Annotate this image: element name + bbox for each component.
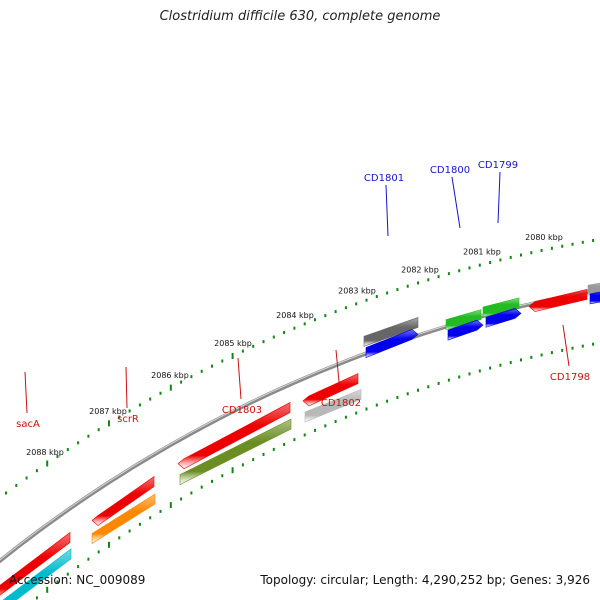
gene-leader-line xyxy=(497,171,501,224)
kbp-label: 2087 kbp xyxy=(89,407,127,416)
gene-label: CD1800 xyxy=(430,165,470,176)
forward-strand-feature xyxy=(587,282,600,296)
kbp-label: 2086 kbp xyxy=(151,371,189,380)
genome-backbone-highlight xyxy=(0,288,600,561)
genome-stats-text: Topology: circular; Length: 4,290,252 bp… xyxy=(260,573,590,587)
gene-label: CD1799 xyxy=(478,160,518,171)
gene-leader-line xyxy=(125,366,128,409)
kbp-label: 2082 kbp xyxy=(401,265,439,274)
gene-leader-line xyxy=(385,184,389,237)
gene-label: scrR xyxy=(117,414,139,425)
reverse-strand-feature xyxy=(2,548,72,600)
reverse-strand-feature xyxy=(177,402,291,470)
gene-label: CD1802 xyxy=(321,398,361,409)
gene-label: CD1803 xyxy=(222,405,262,416)
forward-strand-feature xyxy=(589,291,600,305)
gene-leader-line xyxy=(24,371,28,414)
forward-strand-feature xyxy=(445,309,482,331)
genome-backbone xyxy=(0,287,600,564)
reverse-strand-feature xyxy=(528,289,588,312)
forward-strand-feature xyxy=(485,308,522,328)
gene-label: sacA xyxy=(16,419,40,430)
kbp-label: 2084 kbp xyxy=(276,311,314,320)
forward-strand-feature xyxy=(482,297,520,318)
reverse-strand-feature xyxy=(302,373,359,407)
reverse-strand-feature xyxy=(91,493,156,545)
gene-leader-line xyxy=(562,324,570,367)
gene-leader-line xyxy=(237,357,242,400)
kbp-label: 2081 kbp xyxy=(463,248,501,257)
accession-text: Accession: NC_009089 xyxy=(9,573,146,587)
reverse-strand-feature xyxy=(91,476,155,526)
forward-strand-feature xyxy=(447,319,484,341)
kbp-label: 2085 kbp xyxy=(214,339,252,348)
gene-leader-line xyxy=(335,349,341,393)
reverse-strand-feature xyxy=(179,418,292,486)
kbp-label: 2083 kbp xyxy=(338,287,376,296)
forward-strand-feature xyxy=(363,316,419,347)
reverse-strand-feature xyxy=(304,388,362,423)
map-title: Clostridium difficile 630, complete geno… xyxy=(159,9,441,24)
forward-strand-feature xyxy=(365,329,419,359)
gene-leader-line xyxy=(451,176,461,229)
gene-label: CD1801 xyxy=(364,173,404,184)
reverse-strand-feature xyxy=(0,531,71,596)
kbp-label: 2080 kbp xyxy=(525,233,563,242)
kbp-label: 2088 kbp xyxy=(26,448,64,457)
gene-label: CD1798 xyxy=(550,372,590,383)
